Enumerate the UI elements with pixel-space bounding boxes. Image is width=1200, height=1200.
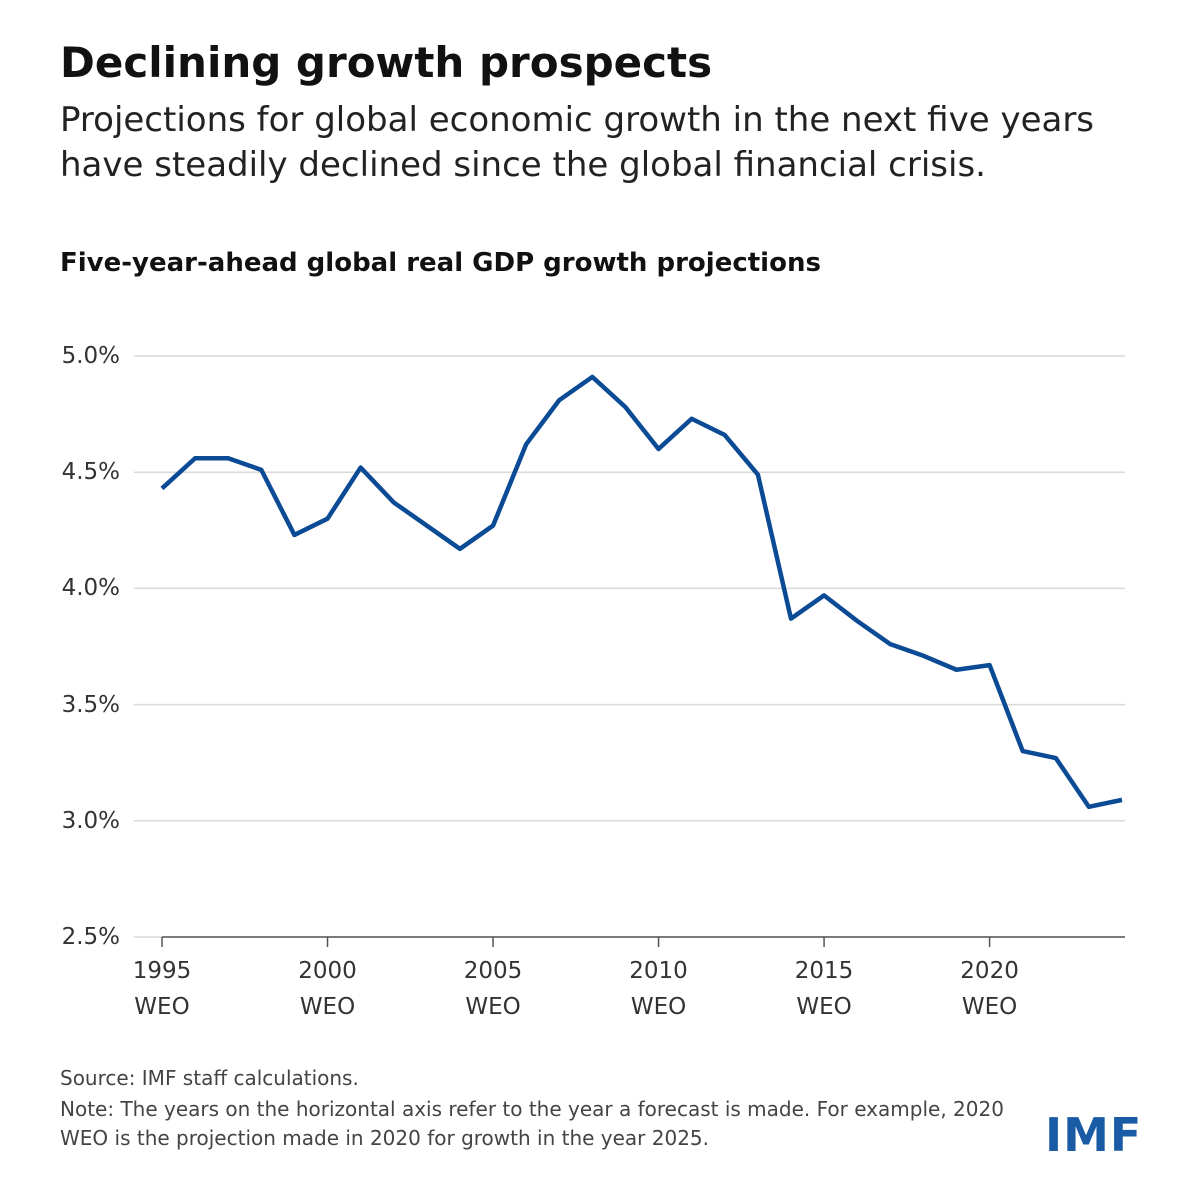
x-tick-label: 2020 WEO (960, 958, 1019, 1020)
x-tick-label: 1995 WEO (132, 958, 192, 1020)
x-tick-label: 2010 WEO (629, 958, 688, 1020)
chart-title: Five-year-ahead global real GDP growth p… (60, 248, 821, 278)
title: Declining growth prospects (60, 38, 713, 87)
y-tick-label: 4.5% (61, 459, 120, 486)
y-tick-label: 3.0% (61, 807, 120, 834)
logo: IMF (1045, 1108, 1143, 1162)
y-tick-label: 5.0% (61, 343, 120, 369)
x-tick-label: 2000 WEO (298, 958, 357, 1020)
note: Note: The years on the horizontal axis r… (60, 1097, 1004, 1150)
x-tick-label: 2005 WEO (463, 958, 523, 1020)
data-line (160, 374, 1123, 810)
y-tick-label: 3.5% (61, 691, 120, 718)
source: Source: IMF staff calculations. (60, 1066, 359, 1090)
x-tick-label: 2015 WEO (794, 958, 854, 1020)
subtitle: Projections for global economic growth i… (60, 100, 1095, 185)
y-tick-label: 2.5% (61, 924, 120, 950)
y-tick-label: 4.0% (61, 575, 120, 602)
